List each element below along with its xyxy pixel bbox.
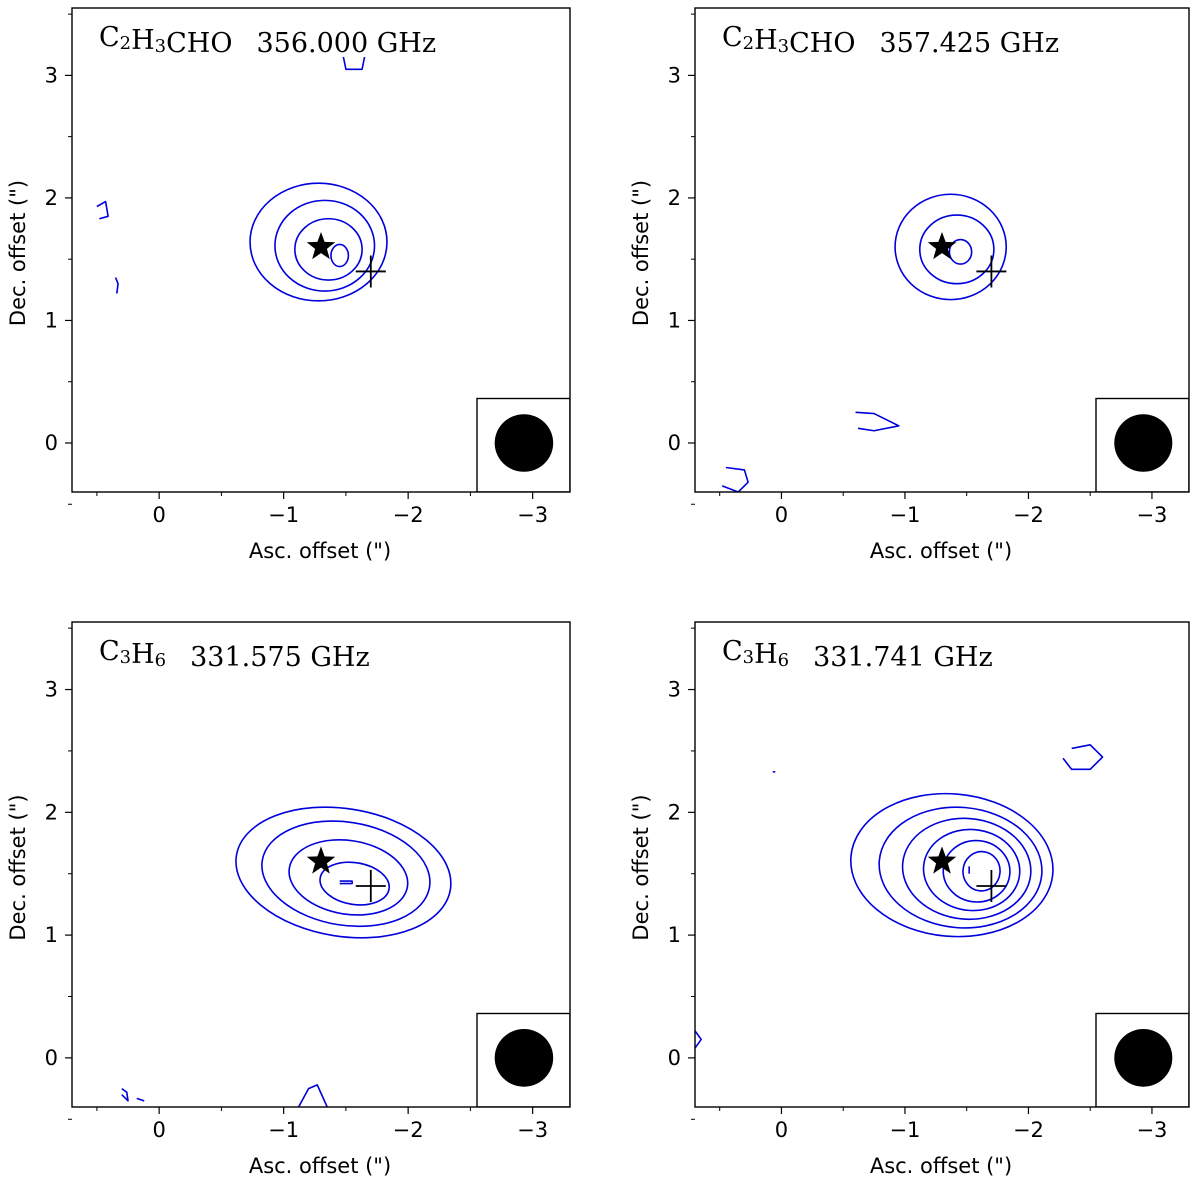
- y-tick-label: 3: [668, 63, 681, 87]
- beam-ellipse: [494, 414, 554, 472]
- contour-line: [330, 243, 350, 268]
- contour-line: [339, 880, 353, 885]
- contour-line: [942, 839, 1011, 903]
- x-tick-label: −3: [1136, 503, 1167, 527]
- x-tick-label: −1: [268, 1118, 299, 1142]
- x-tick-label: −2: [1013, 503, 1044, 527]
- y-tick-label: 2: [668, 800, 681, 824]
- x-axis-label: Asc. offset ("): [249, 1154, 391, 1178]
- y-tick-label: 3: [45, 63, 58, 87]
- contour-line: [878, 806, 1043, 929]
- contour-line: [695, 1030, 702, 1049]
- plot-frame: [694, 7, 1190, 493]
- contour-line: [294, 217, 363, 281]
- panel-title: C3H6 331.575 GHz: [99, 636, 370, 673]
- contour-line: [901, 817, 1032, 921]
- plot-area: [695, 743, 1189, 1107]
- x-tick-label: 0: [775, 1118, 788, 1142]
- star-marker: [927, 231, 957, 260]
- contour-line: [922, 828, 1021, 912]
- plot-frame: [71, 621, 571, 1108]
- contour-line: [1062, 743, 1104, 771]
- star-marker: [927, 846, 957, 874]
- y-tick-label: 3: [668, 678, 681, 702]
- beam-ellipse: [1114, 1029, 1173, 1087]
- plot-area: [96, 56, 570, 492]
- panel-title: C2H3CHO 356.000 GHz: [99, 22, 436, 59]
- contour-line: [319, 861, 391, 906]
- cross-marker: [976, 869, 1007, 902]
- y-tick-label: 1: [45, 308, 58, 332]
- contour-line: [721, 466, 749, 492]
- panel-2: 0 −1 −2 −3 0 1 2 3 Asc. offset (") Dec. offset ("…: [629, 7, 1190, 563]
- y-tick-label: 0: [45, 1046, 58, 1070]
- y-tick-label: 0: [668, 431, 681, 455]
- x-tick-label: 0: [152, 1118, 165, 1142]
- y-axis-label: Dec. offset ("): [6, 180, 30, 326]
- contour-line: [918, 214, 995, 285]
- x-tick-label: −2: [1013, 1118, 1044, 1142]
- contour-line: [274, 199, 376, 292]
- y-axis-label: Dec. offset ("): [629, 180, 653, 326]
- x-tick-label: −2: [393, 1118, 424, 1142]
- plot-frame: [71, 7, 571, 493]
- y-tick-label: 3: [45, 678, 58, 702]
- x-tick-label: −3: [517, 503, 548, 527]
- panel-3: 0 −1 −2 −3 0 1 2 3 Asc. offset (") Dec. offset ("…: [6, 621, 571, 1178]
- y-tick-label: 0: [668, 1046, 681, 1070]
- contour-line: [342, 56, 366, 71]
- plot-area: [121, 806, 570, 1107]
- panel-4: 0 −1 −2 −3 0 1 2 3 Asc. offset (") Dec. offset ("…: [629, 621, 1190, 1178]
- y-axis-label: Dec. offset ("): [629, 794, 653, 940]
- star-marker: [306, 231, 336, 260]
- contour-line: [850, 792, 1054, 938]
- contour-line: [894, 193, 1008, 301]
- x-tick-label: −3: [1136, 1118, 1167, 1142]
- y-tick-label: 2: [45, 800, 58, 824]
- x-tick-label: −3: [517, 1118, 548, 1142]
- contour-line: [96, 200, 109, 220]
- cross-marker: [355, 869, 386, 902]
- y-tick-label: 1: [45, 923, 58, 947]
- y-axis-label: Dec. offset ("): [6, 794, 30, 940]
- cross-marker: [355, 255, 386, 288]
- contour-line: [235, 806, 452, 939]
- contour-line: [136, 1097, 145, 1102]
- x-tick-label: 0: [152, 503, 165, 527]
- panel-title: C3H6 331.741 GHz: [722, 636, 993, 673]
- contour-line: [288, 839, 409, 916]
- contour-line: [261, 820, 431, 928]
- x-tick-label: −1: [889, 503, 920, 527]
- contour-line: [948, 238, 973, 265]
- y-tick-label: 2: [668, 186, 681, 210]
- plot-area: [721, 193, 1189, 492]
- beam-ellipse: [494, 1029, 554, 1087]
- contour-line: [855, 411, 900, 432]
- contour-line: [249, 182, 388, 302]
- plot-frame: [694, 621, 1190, 1108]
- y-tick-label: 2: [45, 186, 58, 210]
- x-tick-label: −2: [393, 503, 424, 527]
- beam-ellipse: [1114, 414, 1173, 472]
- cross-marker: [976, 255, 1007, 288]
- y-tick-label: 1: [668, 923, 681, 947]
- contour-line: [962, 850, 1001, 892]
- contour-line: [121, 1087, 129, 1102]
- panel-title: C2H3CHO 357.425 GHz: [722, 22, 1059, 59]
- x-axis-label: Asc. offset ("): [249, 539, 391, 563]
- x-tick-label: 0: [775, 503, 788, 527]
- x-tick-label: −1: [268, 503, 299, 527]
- star-marker: [306, 846, 336, 874]
- y-tick-label: 1: [668, 308, 681, 332]
- y-tick-label: 0: [45, 431, 58, 455]
- x-tick-label: −1: [889, 1118, 920, 1142]
- contour-line: [114, 277, 119, 294]
- panel-1: 0 −1 −2 −3 0 1 2 3 Asc. offset (") Dec. offset ("…: [6, 7, 571, 563]
- contour-line: [297, 1084, 328, 1107]
- x-axis-label: Asc. offset ("): [870, 539, 1012, 563]
- x-axis-label: Asc. offset ("): [870, 1154, 1012, 1178]
